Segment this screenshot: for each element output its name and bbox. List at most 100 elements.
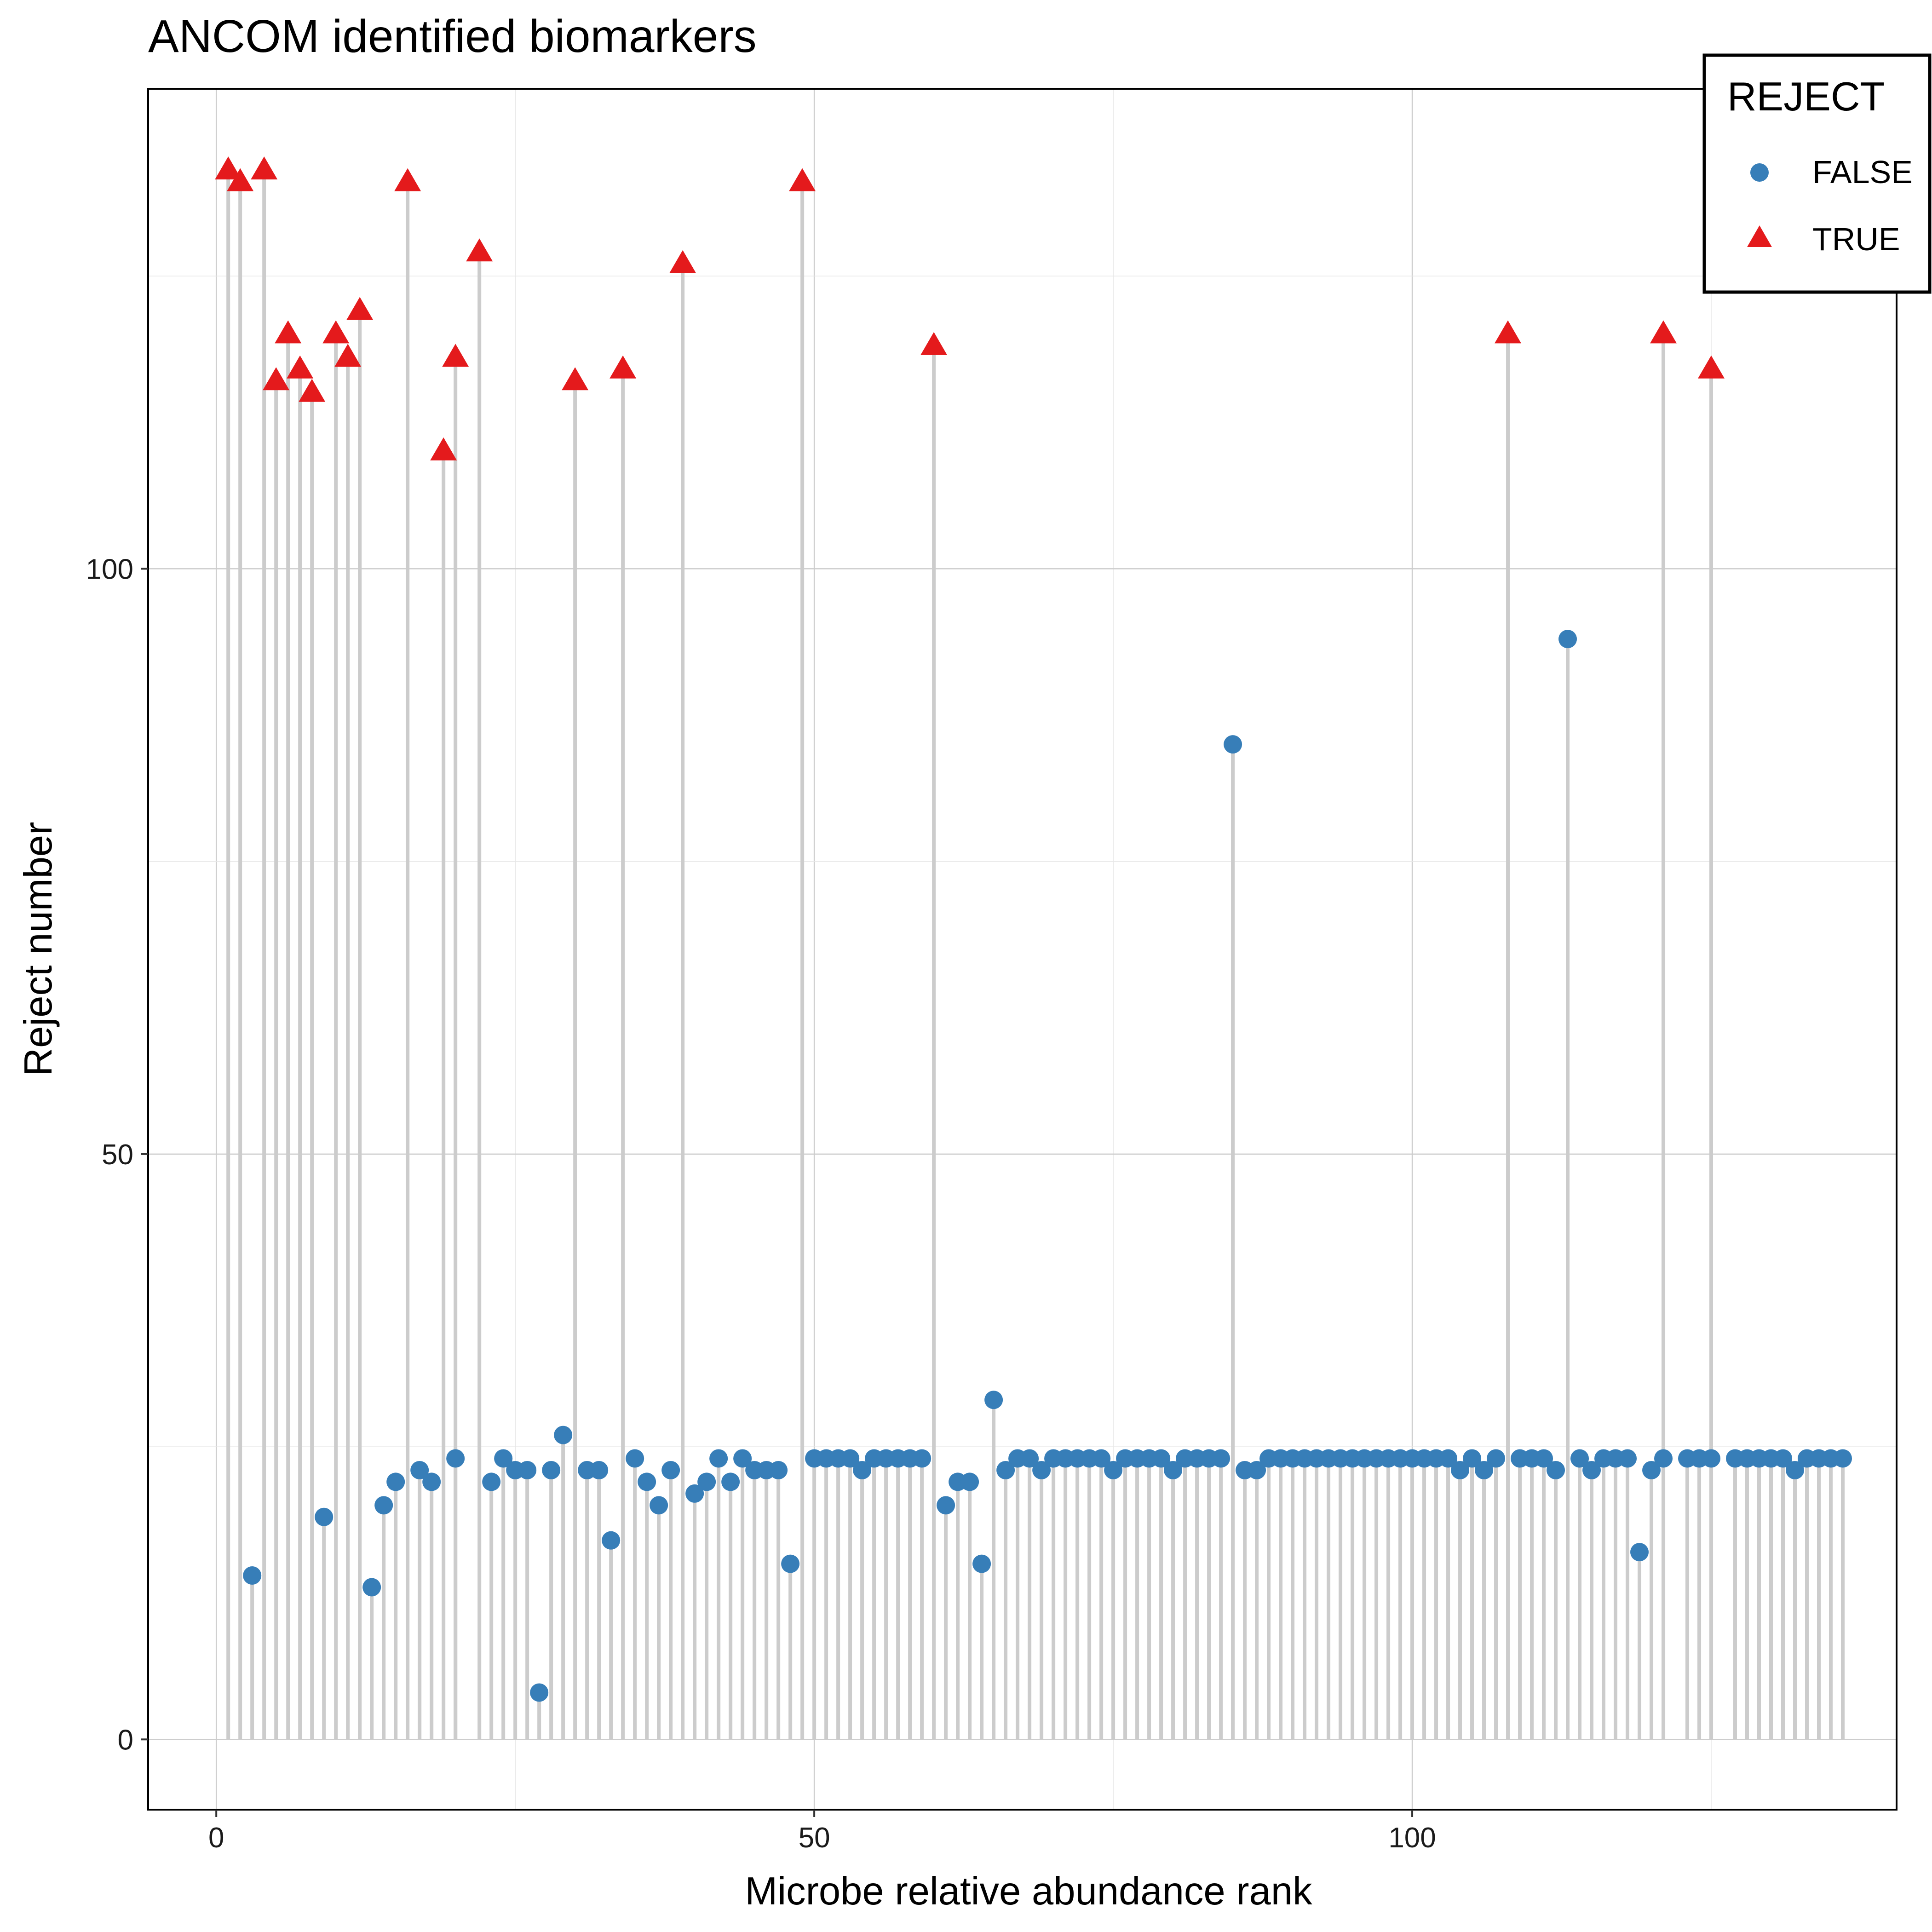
- point-false: [1834, 1449, 1852, 1468]
- legend-title: REJECT: [1727, 74, 1885, 119]
- point-false: [410, 1460, 429, 1479]
- stem-lines: [226, 171, 1845, 1740]
- point-false: [1463, 1449, 1482, 1468]
- point-false: [590, 1460, 609, 1479]
- legend: REJECT FALSE TRUE: [1702, 53, 1932, 294]
- point-false: [913, 1449, 932, 1468]
- point-true: [299, 379, 326, 402]
- point-false: [1475, 1460, 1494, 1479]
- x-tick-label: 100: [1388, 1822, 1436, 1854]
- legend-box: [1702, 53, 1932, 294]
- point-true: [322, 320, 350, 344]
- point-true: [466, 238, 493, 262]
- point-false: [661, 1460, 680, 1479]
- point-false: [1654, 1449, 1673, 1468]
- point-false: [1630, 1543, 1649, 1562]
- point-true: [251, 156, 278, 180]
- point-false: [518, 1460, 537, 1479]
- point-false: [542, 1460, 561, 1479]
- point-true: [789, 168, 816, 191]
- point-true: [1698, 355, 1725, 379]
- plot-panel-border: [147, 88, 1898, 1811]
- point-false: [960, 1472, 979, 1491]
- point-false: [697, 1472, 716, 1491]
- point-false: [243, 1566, 262, 1585]
- point-false: [972, 1554, 991, 1573]
- point-false: [709, 1449, 728, 1468]
- y-tick-label: 50: [102, 1139, 133, 1171]
- point-false: [1582, 1460, 1601, 1479]
- x-axis-label: Microbe relative abundance rank: [745, 1869, 1312, 1913]
- point-false: [386, 1472, 405, 1491]
- point-false: [638, 1472, 656, 1491]
- legend-true-marker: [1747, 225, 1772, 247]
- point-false: [315, 1507, 334, 1526]
- point-false: [446, 1449, 465, 1468]
- chart-title: ANCOM identified biomarkers: [148, 11, 757, 62]
- y-tick-label: 100: [86, 553, 133, 585]
- point-false: [1702, 1449, 1721, 1468]
- point-false: [1642, 1460, 1661, 1479]
- point-true: [610, 355, 637, 379]
- point-false: [1104, 1460, 1123, 1479]
- point-false: [1558, 630, 1577, 649]
- legend-false-marker: [1750, 163, 1769, 182]
- point-false: [1032, 1460, 1051, 1479]
- x-tick-label: 0: [208, 1822, 224, 1854]
- point-false: [374, 1496, 393, 1515]
- x-axis-ticks: 0 50 100: [208, 1810, 1436, 1854]
- point-false: [733, 1449, 752, 1468]
- point-false: [937, 1496, 955, 1515]
- x-tick-label: 50: [799, 1822, 830, 1854]
- point-false: [1224, 735, 1242, 754]
- point-false: [721, 1472, 740, 1491]
- point-true: [334, 344, 362, 367]
- point-false: [650, 1496, 668, 1515]
- data-points: [215, 156, 1852, 1702]
- point-true: [215, 156, 242, 180]
- point-false: [841, 1449, 860, 1468]
- point-false: [853, 1460, 872, 1479]
- point-false: [1212, 1449, 1230, 1468]
- point-false: [685, 1484, 704, 1503]
- point-false: [1535, 1449, 1553, 1468]
- point-false: [1020, 1449, 1039, 1468]
- point-false: [530, 1683, 549, 1702]
- legend-false-label: FALSE: [1812, 154, 1913, 190]
- point-false: [1487, 1449, 1506, 1468]
- legend-true-label: TRUE: [1812, 221, 1900, 257]
- point-true: [394, 168, 421, 191]
- point-true: [263, 367, 290, 391]
- point-false: [422, 1472, 441, 1491]
- point-false: [769, 1460, 788, 1479]
- point-false: [781, 1554, 800, 1573]
- point-true: [920, 332, 948, 355]
- y-axis-ticks: 0 50 100: [86, 553, 148, 1756]
- point-false: [1570, 1449, 1589, 1468]
- point-false: [1248, 1460, 1266, 1479]
- point-false: [602, 1531, 621, 1550]
- point-false: [1092, 1449, 1111, 1468]
- point-true: [430, 437, 457, 460]
- point-true: [227, 168, 254, 191]
- point-false: [482, 1472, 501, 1491]
- point-false: [626, 1449, 644, 1468]
- point-false: [362, 1578, 381, 1597]
- y-axis-label: Reject number: [17, 822, 60, 1076]
- point-false: [984, 1391, 1003, 1409]
- point-false: [1439, 1449, 1458, 1468]
- point-false: [1451, 1460, 1470, 1479]
- point-true: [1495, 320, 1522, 344]
- point-false: [1547, 1460, 1565, 1479]
- point-false: [1774, 1449, 1793, 1468]
- point-false: [494, 1449, 513, 1468]
- point-false: [1786, 1460, 1805, 1479]
- point-false: [1152, 1449, 1171, 1468]
- point-true: [346, 297, 374, 320]
- point-true: [287, 355, 314, 379]
- point-true: [669, 250, 696, 273]
- point-false: [1164, 1460, 1183, 1479]
- point-true: [562, 367, 589, 391]
